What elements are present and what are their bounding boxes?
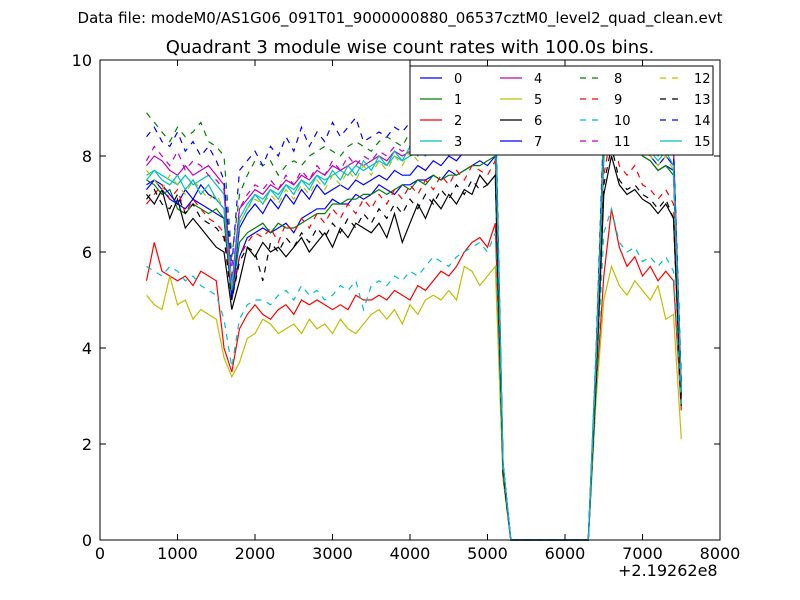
x-tick-label: 4000 (390, 544, 431, 563)
legend-label-10: 10 (614, 114, 631, 129)
x-tick-label: 0 (95, 544, 105, 563)
x-tick-label: 5000 (467, 544, 508, 563)
x-tick-label: 1000 (157, 544, 198, 563)
y-tick-label: 0 (82, 531, 92, 550)
legend-label-12: 12 (694, 72, 711, 87)
legend-label-5: 5 (534, 93, 542, 108)
y-tick-label: 6 (82, 243, 92, 262)
legend-label-3: 3 (454, 135, 462, 150)
y-tick-label: 8 (82, 147, 92, 166)
legend-label-6: 6 (534, 114, 542, 129)
legend-label-8: 8 (614, 72, 622, 87)
x-tick-label: 2000 (235, 544, 276, 563)
legend-label-2: 2 (454, 114, 462, 129)
legend-label-7: 7 (534, 135, 542, 150)
y-tick-label: 4 (82, 339, 92, 358)
y-tick-label: 2 (82, 435, 92, 454)
legend-label-9: 9 (614, 93, 622, 108)
y-tick-label: 10 (72, 51, 92, 70)
series-line-5 (147, 266, 682, 540)
legend-label-15: 15 (694, 135, 711, 150)
x-tick-label: 6000 (545, 544, 586, 563)
x-tick-label: 3000 (312, 544, 353, 563)
legend-label-0: 0 (454, 72, 462, 87)
legend-label-14: 14 (694, 114, 711, 129)
legend-label-1: 1 (454, 93, 462, 108)
x-axis-offset-label: +2.19262e8 (618, 561, 718, 580)
legend-label-4: 4 (534, 72, 542, 87)
legend-label-13: 13 (694, 93, 711, 108)
legend-label-11: 11 (614, 135, 631, 150)
